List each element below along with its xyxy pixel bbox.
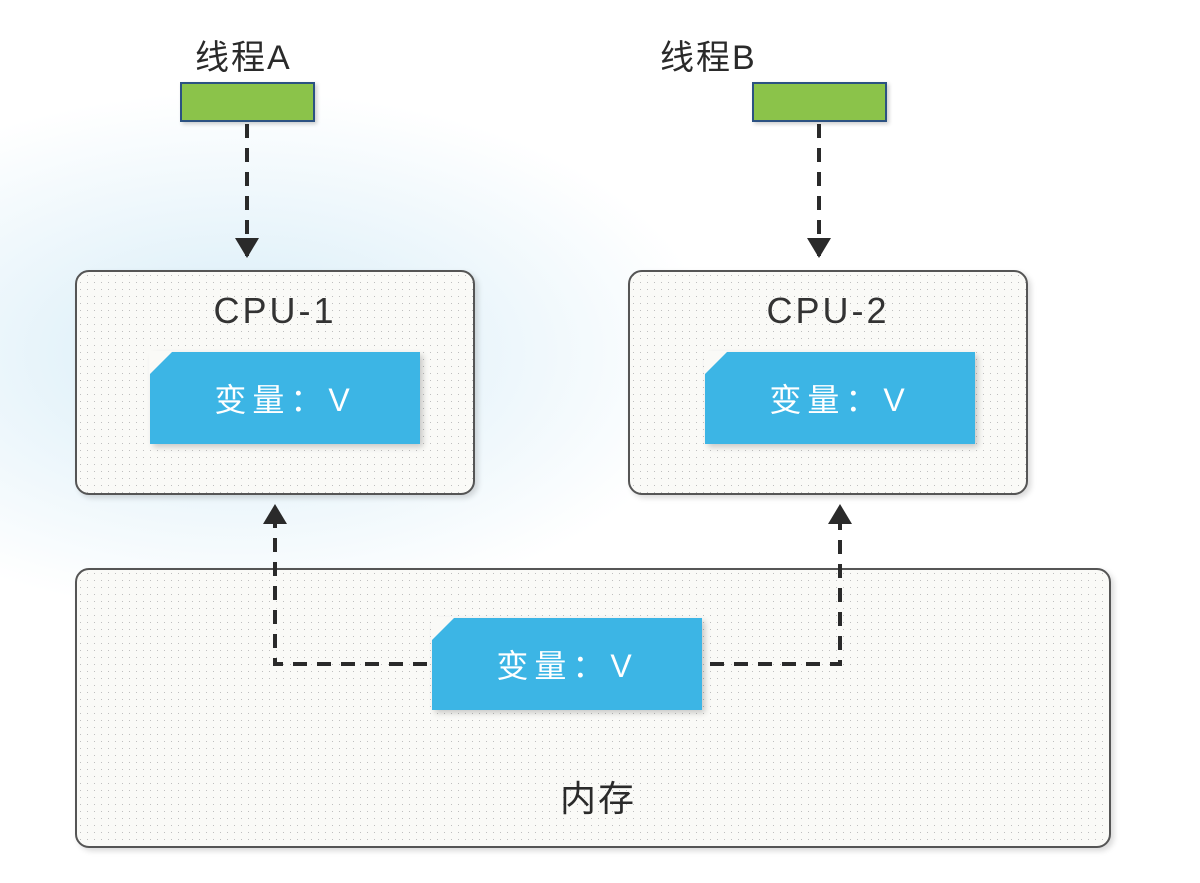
cpu-1-variable-label: 变量：V: [214, 375, 355, 421]
cpu-2-variable-box: 变量：V: [705, 352, 975, 444]
thread-a-label: 线程A: [195, 30, 292, 79]
cpu-1-variable-box: 变量：V: [150, 352, 420, 444]
cpu-2-variable-label: 变量：V: [769, 375, 910, 421]
notch-icon: [704, 351, 728, 375]
thread-a-box: [180, 82, 315, 122]
notch-icon: [431, 617, 455, 641]
memory-variable-box: 变量：V: [432, 618, 702, 710]
thread-b-label: 线程B: [660, 30, 757, 79]
memory-label: 内存: [560, 770, 636, 822]
memory-variable-label: 变量：V: [496, 641, 637, 687]
cpu-1-title: CPU-1: [77, 290, 473, 332]
notch-icon: [149, 351, 173, 375]
thread-b-box: [752, 82, 887, 122]
cpu-2-title: CPU-2: [630, 290, 1026, 332]
